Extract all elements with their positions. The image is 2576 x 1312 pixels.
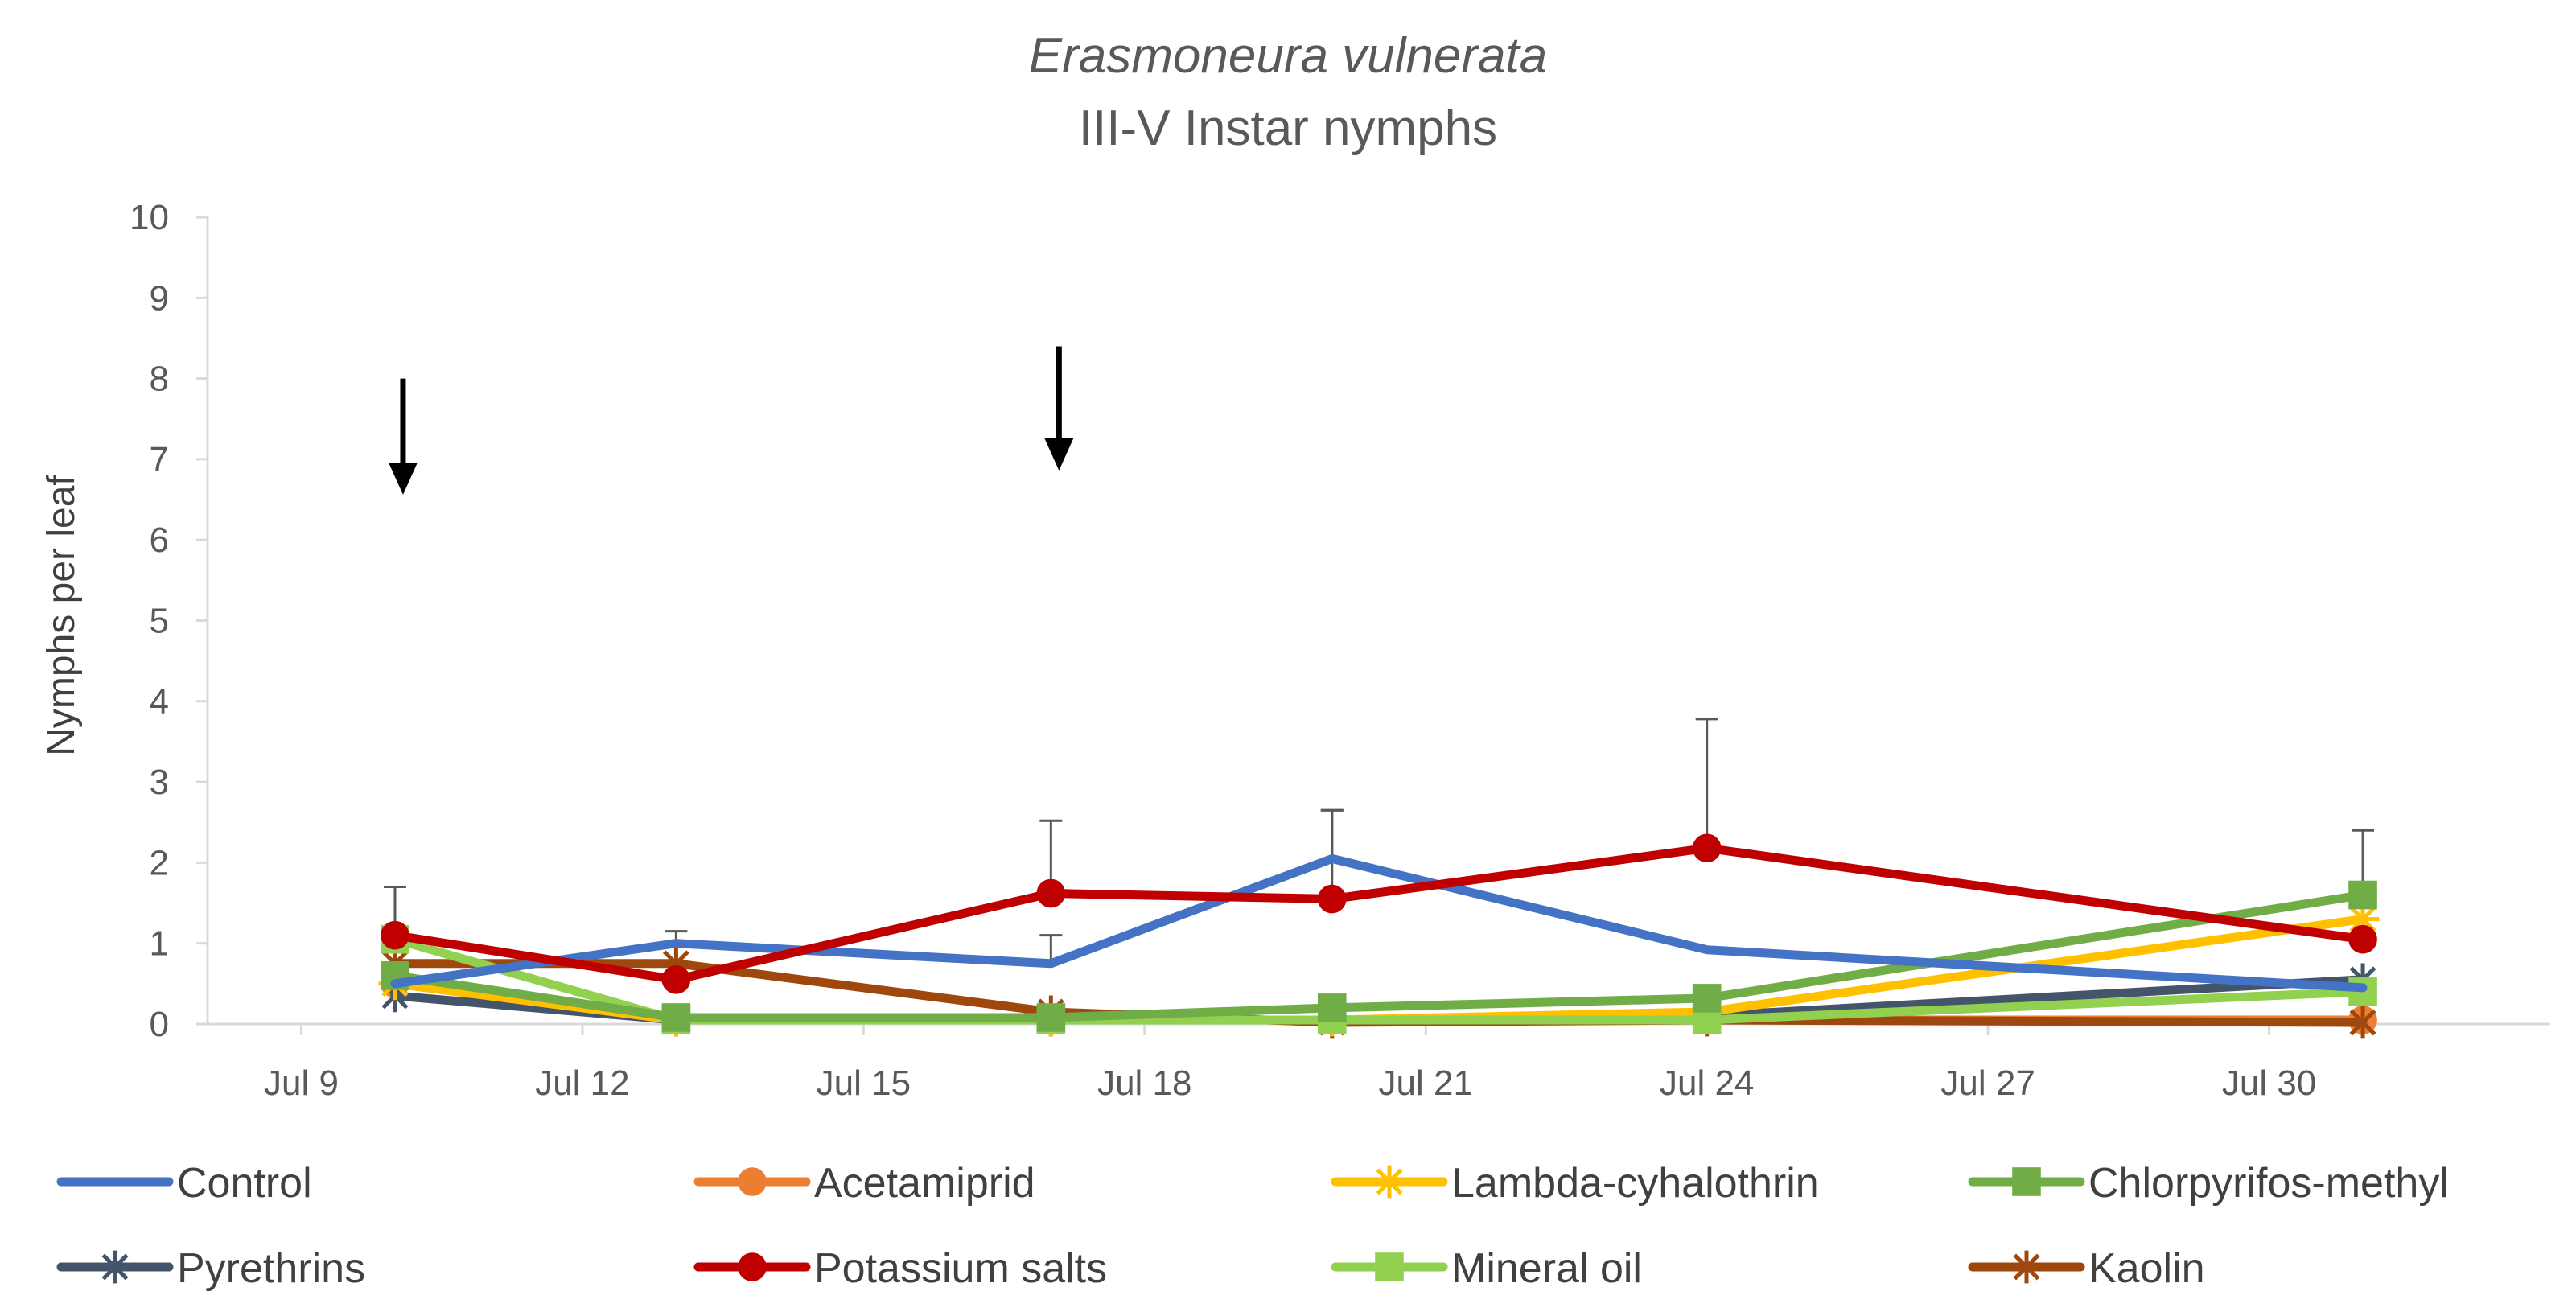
arrow-head	[388, 463, 418, 496]
legend-label: Kaolin	[2088, 1245, 2205, 1292]
legend-label: Control	[177, 1160, 312, 1207]
data-point-potassium-salts	[381, 920, 409, 950]
y-axis-title: Nymphs per leaf	[40, 475, 83, 756]
series-chlorpyrifos-methyl	[381, 880, 2377, 1032]
marker-square	[1375, 1252, 1404, 1281]
y-tick-label: 10	[130, 198, 169, 237]
marker-square	[2012, 1167, 2041, 1196]
legend-item-lambda-cyhalothrin: Lambda-cyhalothrin	[1331, 1160, 1819, 1207]
annotations	[388, 346, 1074, 496]
x-tick-label: Jul 27	[1940, 1063, 2035, 1103]
chart-subtitle: III-V Instar nymphs	[1079, 101, 1497, 156]
y-tick-label: 4	[150, 682, 169, 722]
marker-circle	[2348, 924, 2377, 954]
y-tick-label: 0	[150, 1005, 169, 1044]
legend-item-acetamiprid: Acetamiprid	[693, 1160, 1035, 1207]
series-potassium-salts	[381, 833, 2377, 994]
series-line-potassium-salts	[390, 843, 2368, 985]
error-bar-potassium-salts	[1695, 718, 1718, 849]
legend: Control Acetamiprid Lambda-cyhalothrin Chlo…	[56, 1160, 2449, 1292]
legend-swatch-marker	[738, 1252, 767, 1281]
legend-label: Mineral oil	[1451, 1245, 1642, 1292]
marker-circle	[1692, 833, 1722, 863]
legend-swatch-marker	[738, 1167, 767, 1196]
data-point-potassium-salts	[1317, 884, 1347, 914]
legend-label: Potassium salts	[814, 1245, 1107, 1292]
x-tick-label: Jul 18	[1097, 1063, 1191, 1103]
treatment-arrow	[388, 378, 418, 496]
data-point-potassium-salts	[1036, 878, 1066, 908]
marker-circle	[738, 1252, 767, 1281]
series-line-control	[390, 853, 2368, 993]
chart-title: Erasmoneura vulnerata	[1029, 28, 1547, 84]
legend-item-mineral-oil: Mineral oil	[1331, 1245, 1642, 1292]
marker-circle	[1036, 878, 1066, 908]
y-tick-label: 3	[150, 763, 169, 802]
marker-square	[661, 1003, 691, 1032]
legend-swatch-marker	[1375, 1252, 1404, 1281]
legend-item-chlorpyrifos-methyl: Chlorpyrifos-methyl	[1968, 1160, 2449, 1207]
data-point-chlorpyrifos-methyl	[1036, 1003, 1066, 1032]
data-point-potassium-salts	[2348, 924, 2377, 954]
legend-swatch-marker	[1372, 1165, 1406, 1199]
legend-label: Lambda-cyhalothrin	[1451, 1160, 1819, 1207]
legend-swatch-marker	[2013, 1250, 2040, 1284]
data-point-chlorpyrifos-methyl	[2348, 880, 2377, 910]
series-line-chlorpyrifos-methyl	[390, 890, 2368, 1022]
legend-item-potassium-salts: Potassium salts	[693, 1245, 1107, 1292]
legend-label: Pyrethrins	[177, 1245, 365, 1292]
x-tick-label: Jul 21	[1379, 1063, 1473, 1103]
x-tick-label: Jul 15	[817, 1063, 911, 1103]
x-tick-label: Jul 24	[1660, 1063, 1754, 1103]
legend-item-kaolin: Kaolin	[1968, 1245, 2205, 1292]
y-tick-label: 5	[150, 602, 169, 641]
marker-square	[2348, 880, 2377, 910]
y-tick-label: 2	[150, 843, 169, 882]
data-point-kaolin	[2349, 1006, 2376, 1039]
data-point-mineral-oil	[2348, 977, 2377, 1006]
data-point-potassium-salts	[1692, 833, 1722, 863]
legend-item-pyrethrins: Pyrethrins	[56, 1245, 365, 1292]
marker-circle	[738, 1167, 767, 1196]
x-tick-label: Jul 30	[2222, 1063, 2316, 1103]
data-point-chlorpyrifos-methyl	[1692, 984, 1722, 1013]
legend-swatch-marker	[2012, 1167, 2041, 1196]
data-point-chlorpyrifos-methyl	[1317, 993, 1347, 1022]
marker-circle	[661, 965, 691, 994]
data-point-chlorpyrifos-methyl	[661, 1003, 691, 1032]
x-tick-label: Jul 12	[535, 1063, 629, 1103]
marker-square	[2348, 977, 2377, 1006]
arrow-head	[1044, 438, 1074, 471]
y-tick-label: 6	[150, 520, 169, 560]
legend-label: Acetamiprid	[814, 1160, 1035, 1207]
treatment-arrow	[1044, 346, 1074, 471]
y-tick-label: 8	[150, 360, 169, 399]
x-tick-label: Jul 9	[264, 1063, 339, 1103]
data-point-potassium-salts	[661, 965, 691, 994]
marker-square	[1317, 993, 1347, 1022]
legend-swatch-marker	[101, 1250, 129, 1284]
marker-square	[1692, 984, 1722, 1013]
y-tick-label: 9	[150, 278, 169, 318]
axes: 0 1 2 3 4 5 6 7 8 9 10 Jul 9 Jul 12 Jul 15 Jul 18 Jul 2…	[130, 198, 2550, 1103]
series-control	[390, 853, 2368, 993]
legend-label: Chlorpyrifos-methyl	[2088, 1160, 2449, 1207]
y-tick-label: 7	[150, 440, 169, 479]
legend-item-control: Control	[56, 1160, 312, 1207]
marker-circle	[381, 920, 409, 950]
marker-circle	[1317, 884, 1347, 914]
marker-square	[1036, 1003, 1066, 1032]
series-lines	[378, 833, 2380, 1039]
y-tick-label: 1	[150, 924, 169, 964]
